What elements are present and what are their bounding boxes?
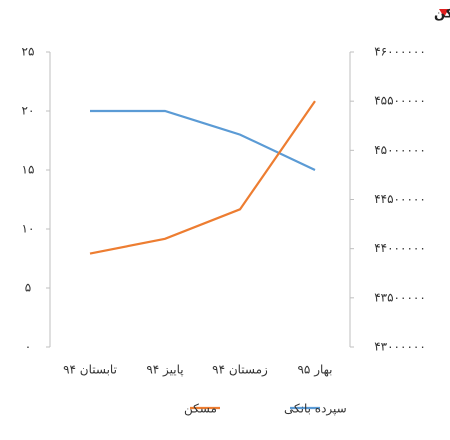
y2-tick-label: ۴۶۰۰۰۰۰۰ — [374, 45, 426, 59]
y2-tick-label: ۴۴۰۰۰۰۰۰ — [374, 241, 426, 255]
chart-title: نمودار ۲ – روند نرخ سود سپرده‌های بانکی … — [434, 7, 450, 22]
y-tick-label: ۱۵ — [22, 163, 35, 177]
x-tick-label: زمستان ۹۴ — [212, 363, 268, 378]
legend-label: سپرده بانکی — [284, 402, 347, 417]
x-tick-label: پاییز ۹۴ — [146, 363, 183, 378]
series-line — [89, 100, 316, 255]
y-tick-label: ۲۰ — [22, 104, 35, 118]
y2-tick-label: ۴۵۰۰۰۰۰۰ — [374, 143, 426, 157]
y-tick-label: ۲۵ — [22, 45, 35, 59]
legend-label: مسکن — [184, 402, 217, 417]
title-marker — [439, 9, 449, 17]
y2-tick-label: ۴۳۵۰۰۰۰۰ — [374, 290, 426, 304]
y-tick-label: ۰ — [25, 340, 31, 354]
y-tick-label: ۱۰ — [22, 222, 35, 236]
y2-tick-label: ۴۴۵۰۰۰۰۰ — [374, 192, 426, 206]
series-line — [90, 109, 316, 171]
x-tick-label: بهار ۹۵ — [297, 363, 332, 378]
x-tick-label: تابستان ۹۴ — [63, 363, 117, 377]
y2-tick-label: ۴۵۵۰۰۰۰۰ — [374, 94, 426, 108]
y-tick-label: ۵ — [25, 281, 31, 295]
y2-tick-label: ۴۳۰۰۰۰۰۰ — [374, 340, 426, 354]
